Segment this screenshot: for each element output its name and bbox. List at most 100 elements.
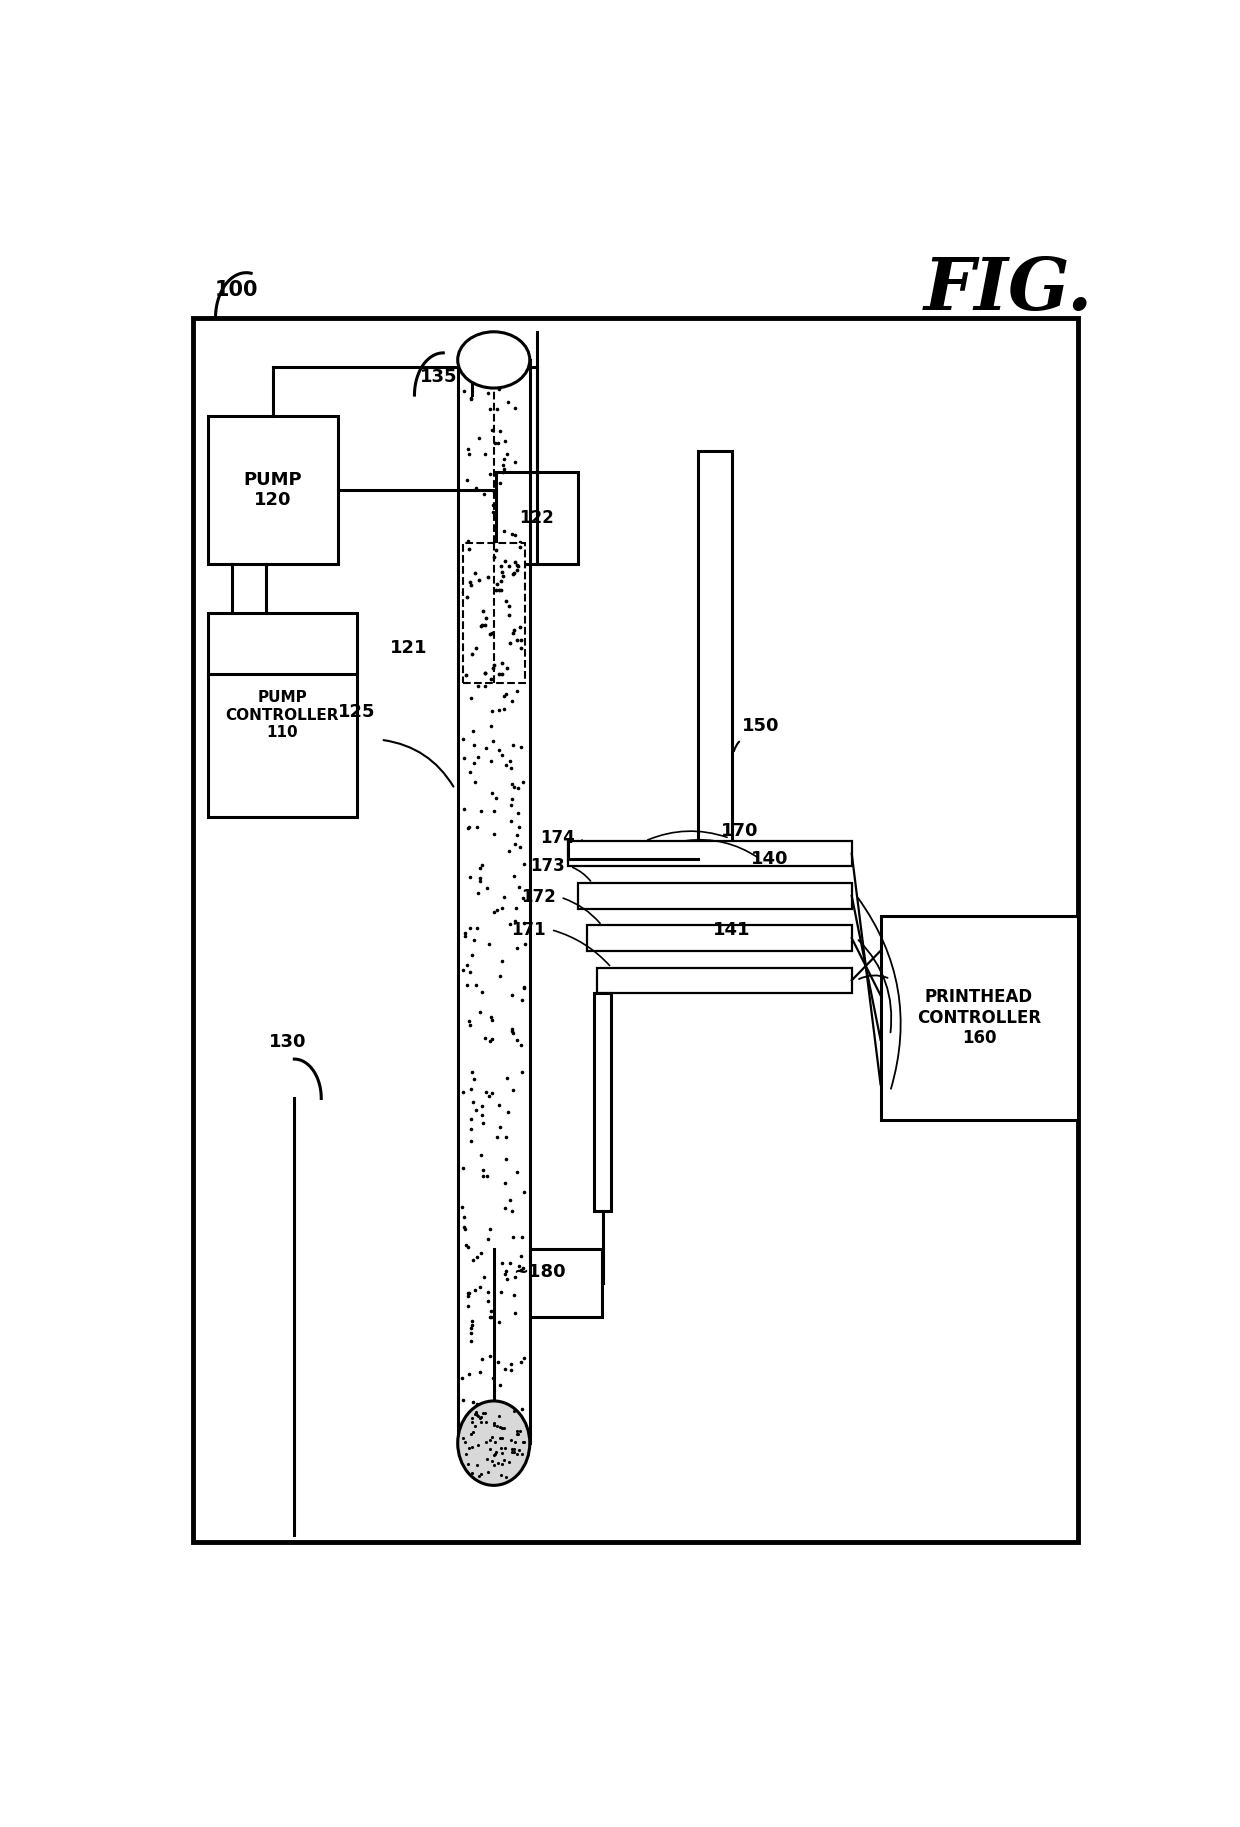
Text: 173: 173 [531,857,565,875]
Point [470,853,490,882]
Point [461,618,481,647]
Bar [880,915,1078,1120]
Point [480,1303,500,1332]
Point [460,758,480,787]
Point [502,1016,522,1045]
Point [510,607,529,636]
Point [460,568,480,597]
Point [511,533,531,563]
Point [453,725,472,755]
Point [480,1027,500,1056]
Point [503,559,523,588]
Point [508,798,528,828]
Point [507,550,527,579]
Point [463,941,482,970]
Point [501,1350,521,1379]
Point [477,1277,497,1306]
Point [465,559,485,588]
Point [484,1363,503,1392]
Point [503,731,523,760]
Point [494,457,513,486]
Point [480,533,500,563]
Point [455,1211,475,1241]
Point [491,552,511,581]
Point [470,616,490,645]
Point [505,829,525,859]
Point [480,459,500,488]
Point [469,566,489,596]
Point [480,930,500,959]
Point [490,470,510,499]
Point [474,479,494,508]
Point [485,429,505,459]
Point [479,535,498,565]
Point [496,751,516,780]
Point [471,612,491,641]
Point [461,384,481,413]
Point [502,784,522,813]
Bar [594,994,611,1211]
Text: 135: 135 [420,367,458,385]
Point [498,636,518,665]
Point [463,639,482,669]
Point [453,1363,472,1392]
Point [482,727,502,756]
Point [463,1246,482,1275]
Point [507,820,527,850]
Point [458,970,477,999]
Point [463,1058,482,1087]
Point [513,1253,533,1283]
Point [502,1014,522,1043]
Point [492,597,512,627]
Point [507,934,527,963]
Point [467,742,487,771]
Point [469,879,489,908]
Point [475,544,495,574]
Point [475,671,495,700]
Point [471,851,491,881]
Point [516,930,536,959]
Point [487,1122,507,1151]
Point [501,791,521,820]
Point [481,1005,501,1034]
Point [484,897,503,926]
Point [495,1193,515,1222]
Point [481,711,501,740]
Point [475,438,495,468]
Point [472,1345,492,1374]
Point [467,1389,487,1418]
Point [482,654,502,683]
Point [471,1140,491,1169]
Point [502,1197,522,1226]
Point [476,607,496,636]
Point [507,625,527,654]
Point [458,597,477,627]
Point [486,535,506,565]
Point [479,378,498,407]
Point [456,577,476,607]
Point [510,526,529,555]
Point [508,773,528,802]
Point [482,696,502,725]
Point [510,833,529,862]
Point [458,950,477,979]
Point [471,643,491,672]
Point [481,745,501,775]
Point [459,533,479,563]
Point [464,749,484,778]
Point [454,1078,474,1107]
Point [503,559,523,588]
Point [487,570,507,599]
Point [476,603,496,632]
Text: 170: 170 [720,822,758,840]
Point [487,895,507,924]
Point [490,375,510,404]
Point [470,1272,490,1301]
Point [471,1239,491,1268]
Point [459,552,479,581]
Point [459,625,479,654]
Point [491,1277,511,1306]
Point [511,579,531,608]
Text: PUMP
120: PUMP 120 [243,471,303,510]
Point [511,1241,531,1270]
